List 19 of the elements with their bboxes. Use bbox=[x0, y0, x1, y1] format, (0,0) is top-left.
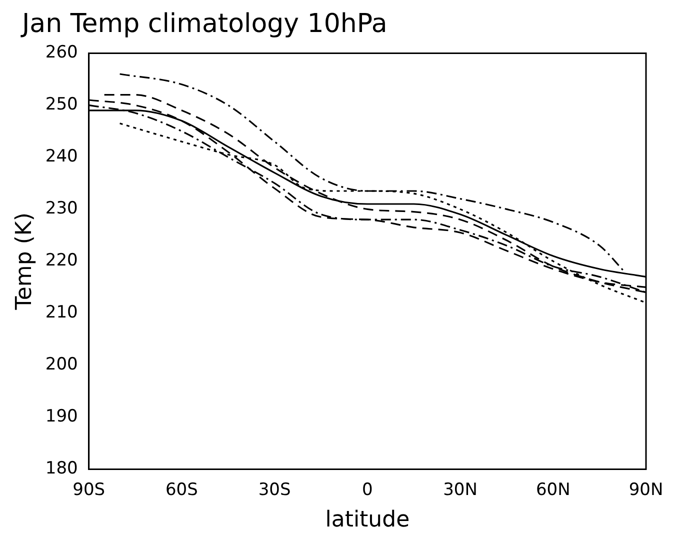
x-tick-label: 90S bbox=[72, 480, 106, 500]
x-tick-label: 30S bbox=[258, 480, 291, 500]
y-tick-label: 260 bbox=[45, 42, 78, 63]
x-tick-label: 0 bbox=[362, 480, 373, 500]
x-tick-label: 30N bbox=[443, 480, 478, 500]
x-tick-label: 90N bbox=[628, 480, 664, 500]
x-tick-label: 60S bbox=[165, 480, 198, 500]
y-tick-label: 230 bbox=[45, 198, 78, 219]
y-tick-label: 220 bbox=[45, 250, 78, 271]
y-tick-label: 210 bbox=[45, 302, 78, 323]
y-axis-title: Temp (K) bbox=[12, 212, 37, 311]
y-tick-label: 250 bbox=[45, 94, 78, 115]
chart-title: Jan Temp climatology 10hPa bbox=[20, 8, 388, 40]
y-tick-label: 180 bbox=[45, 458, 78, 479]
y-tick-label: 190 bbox=[45, 406, 78, 427]
x-axis-title: latitude bbox=[325, 508, 410, 533]
y-tick-label: 240 bbox=[45, 146, 78, 167]
x-tick-label: 60N bbox=[536, 480, 570, 500]
y-tick-label: 200 bbox=[45, 354, 78, 375]
